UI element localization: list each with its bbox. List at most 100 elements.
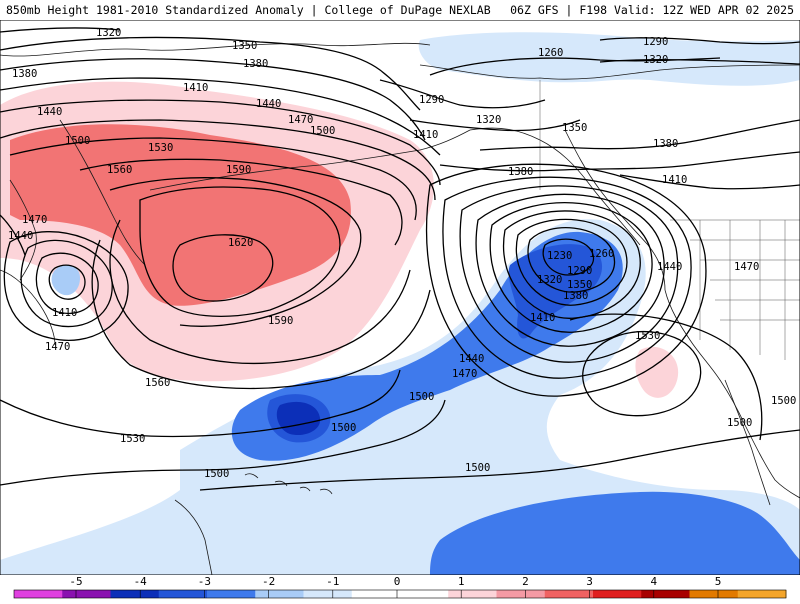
anomaly-minus1-westlow [51,264,80,296]
aleutian-chain [149,129,471,191]
colorbar-segment [641,590,690,598]
contour-line-1500 [9,137,417,221]
contour-line-west-low-4 [3,231,129,341]
contour-label: 1440 [256,98,281,110]
colorbar-segment [496,590,546,598]
contour-line-1560-outer [91,239,431,390]
contour-line-1500-south [199,429,800,491]
colorbar-segment [351,590,401,598]
contour-label: 1410 [413,129,438,141]
contour-label: 1380 [12,68,37,80]
contour-label: 1320 [476,114,501,126]
colorbar-tick-label: 2 [522,575,529,588]
contour-label: 1500 [65,135,90,147]
contour-line-1410-canada [619,174,800,190]
colorbar-segment [303,590,353,598]
colorbar-segment [14,590,63,598]
contour-label: 1350 [567,279,592,291]
colorbar-tick-label: -4 [134,575,148,588]
contour-label: 1530 [120,433,145,445]
contour-label: 1590 [226,164,251,176]
contour-line-1320-north [599,59,800,65]
contour-label: 1470 [452,368,477,380]
contour-label: 1440 [459,353,484,365]
contour-line-west-low-2 [35,252,99,314]
contour-line-low-1470 [425,163,707,397]
colorbar-segment [158,590,208,598]
colorbar-segment [544,590,594,598]
contour-label: 1380 [653,138,678,150]
australia-hint [174,499,213,575]
kuril-coast [9,179,37,281]
contour-label: 1410 [183,82,208,94]
contour-line-1530 [79,158,403,246]
contour-label: 1500 [771,395,796,407]
contour-label: 1440 [657,261,682,273]
hawaii-islands [244,473,333,495]
colorbar-ticks: -5 -4 -3 -2 -1 0 1 2 3 4 5 [69,575,721,598]
contour-line-1470 [0,119,436,201]
contour-label: 1380 [243,58,268,70]
contour-line-low-1260 [527,227,615,293]
colorbar-segments [13,589,787,599]
contour-line-1380-bc [439,151,800,172]
contour-label: 1440 [8,230,33,242]
map-title: 850mb Height 1981-2010 Standardized Anom… [6,3,491,17]
contour-label: 1500 [310,125,335,137]
contour-line-1590 [139,186,341,317]
height-contours [0,27,800,491]
contour-line-low-1440 [442,176,692,379]
anomaly-plus1-east [635,346,679,398]
colorbar-outline [13,589,787,599]
contour-label: 1500 [331,422,356,434]
contour-line-1530-high [582,330,702,417]
negative-anomaly-shading [0,32,800,575]
kamchatka-coast [59,119,146,266]
anomaly-map: 1320 1350 1380 1380 1410 1440 1440 1470 … [0,20,800,575]
contour-label: 1380 [563,290,588,302]
gulf-alaska-coast [469,127,641,246]
contour-label: 1260 [538,47,563,59]
model-run-info: 06Z GFS | F198 Valid: 12Z WED APR 02 202… [510,3,794,17]
alaska-coast [419,64,800,80]
contour-line-1470-w [0,214,26,256]
colorbar-segment [737,590,787,598]
colorbar-tick-label: 5 [715,575,722,588]
colorbar-tick-label: 3 [586,575,593,588]
contour-line-1350-bc [479,119,800,151]
contour-line-low-1410 [459,185,679,363]
contour-label: 1380 [508,166,533,178]
contour-label: 1440 [37,106,62,118]
contour-label: 1530 [148,142,173,154]
contour-label: 1500 [465,462,490,474]
colorbar-segment [207,590,256,598]
contour-label: 1290 [643,36,668,48]
contour-label: 1350 [232,40,257,52]
contour-label: 1500 [409,391,434,403]
contour-label: 1410 [662,174,687,186]
contour-label: 1470 [45,341,70,353]
political-borders [539,80,800,360]
contour-label: 1320 [537,274,562,286]
contour-label: 1620 [228,237,253,249]
colorbar-segment [62,590,111,598]
contour-label: 1320 [643,54,668,66]
colorbar-tick-label: 0 [394,575,401,588]
contour-label: 1350 [562,122,587,134]
anomaly-minus1-north [418,32,800,86]
contour-line-low-1380 [475,193,665,347]
anomaly-plus2-area [10,124,351,306]
colorbar-segment [689,590,739,598]
baja-peninsula [724,379,771,506]
contour-line-1350 [0,36,421,111]
positive-anomaly-shading [0,81,679,398]
colorbar-tick-label: -3 [198,575,211,588]
contour-label: 1470 [22,214,47,226]
contour-labels: 1320 1350 1380 1380 1410 1440 1440 1470 … [8,27,796,480]
contour-line-1440 [0,99,441,186]
map-header: 850mb Height 1981-2010 Standardized Anom… [0,0,800,20]
contour-line-1290-north [599,37,800,45]
contour-label: 1320 [96,27,121,39]
colorbar-tick-label: -1 [326,575,339,588]
siberia-coast [0,42,431,57]
